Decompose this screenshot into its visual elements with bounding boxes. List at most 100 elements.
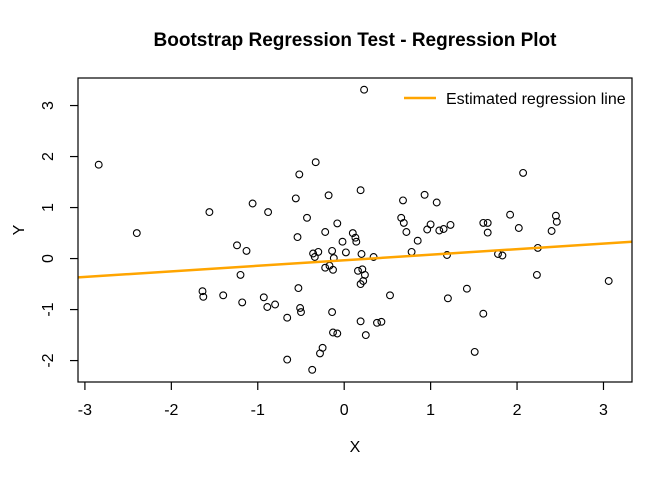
- data-point: [479, 309, 488, 318]
- data-point: [361, 331, 370, 340]
- data-point: [238, 298, 247, 307]
- data-point: [356, 317, 365, 326]
- y-axis-tick-label: 3: [40, 101, 57, 110]
- data-point: [479, 218, 488, 227]
- data-point: [399, 218, 408, 227]
- y-axis-tick-label: -2: [40, 353, 57, 367]
- data-point: [439, 225, 448, 233]
- data-point: [386, 291, 394, 300]
- y-axis-label: Y: [11, 224, 28, 235]
- data-point: [321, 263, 330, 272]
- data-point: [295, 170, 304, 179]
- data-point: [360, 85, 369, 94]
- data-point: [551, 211, 560, 220]
- data-point: [328, 308, 337, 317]
- x-axis-tick-label: 3: [599, 402, 608, 419]
- data-point: [132, 229, 141, 238]
- data-point: [359, 277, 368, 285]
- data-point: [316, 349, 324, 358]
- data-point: [263, 303, 272, 311]
- x-axis-tick-label: -1: [251, 402, 265, 419]
- data-point: [264, 208, 273, 217]
- data-point: [514, 224, 523, 232]
- data-point: [341, 248, 350, 257]
- data-point: [219, 291, 228, 300]
- data-point: [443, 294, 452, 303]
- data-point: [296, 304, 305, 312]
- data-point: [333, 219, 342, 228]
- data-point: [352, 237, 361, 246]
- x-axis-tick-label: 2: [513, 402, 522, 419]
- y-axis-tick-label: 1: [40, 203, 57, 212]
- data-point: [377, 317, 386, 326]
- legend: Estimated regression line: [404, 91, 626, 108]
- data-point: [328, 246, 337, 255]
- data-point: [402, 228, 411, 236]
- data-point: [236, 270, 245, 279]
- data-point: [297, 308, 305, 317]
- data-point: [308, 365, 317, 374]
- data-point: [435, 226, 444, 235]
- data-point: [329, 265, 337, 274]
- data-point: [294, 284, 303, 293]
- legend-label: Estimated regression line: [446, 91, 626, 108]
- data-point: [506, 210, 515, 219]
- x-axis-tick-label: -3: [78, 402, 92, 419]
- data-point: [199, 292, 208, 301]
- x-axis-tick-label: 1: [426, 402, 435, 419]
- data-point: [291, 194, 300, 203]
- data-point: [426, 220, 435, 229]
- data-point: [483, 228, 492, 237]
- data-point: [242, 246, 251, 255]
- data-point: [321, 228, 330, 236]
- data-point: [498, 251, 507, 260]
- plot-box: [77, 77, 633, 383]
- data-point: [462, 284, 471, 293]
- x-axis-tick-label: -2: [164, 402, 178, 419]
- data-point: [413, 236, 422, 245]
- estimated-regression-line: [77, 240, 633, 279]
- x-axis-label: X: [350, 439, 361, 456]
- x-axis-tick-label: 0: [340, 402, 349, 419]
- data-point: [94, 160, 103, 169]
- data-point: [547, 227, 556, 235]
- data-point: [483, 218, 492, 227]
- data-point: [271, 300, 280, 309]
- data-point: [446, 220, 455, 229]
- data-point: [324, 191, 333, 200]
- plot-generated-layer: -3 -2 -1 0 1 2 3 -2 -1 0 1 2 3: [40, 85, 633, 419]
- data-point: [373, 318, 381, 327]
- data-point: [205, 208, 214, 217]
- data-point: [283, 313, 292, 322]
- data-point: [351, 233, 360, 242]
- data-point: [399, 196, 407, 205]
- data-point: [552, 217, 561, 226]
- data-point: [532, 270, 541, 279]
- data-point: [356, 186, 365, 195]
- data-point: [310, 253, 319, 261]
- data-point: [354, 266, 362, 275]
- chart-title: Bootstrap Regression Test - Regression P…: [154, 30, 558, 51]
- data-point: [420, 190, 429, 199]
- data-point: [348, 229, 357, 238]
- data-point: [233, 241, 241, 250]
- data-point: [293, 233, 302, 242]
- data-point: [432, 198, 441, 207]
- data-point: [519, 168, 528, 177]
- data-point: [248, 199, 257, 208]
- y-axis-tick-label: 2: [40, 152, 57, 161]
- y-axis-tick-label: -1: [40, 302, 57, 316]
- data-point: [259, 293, 268, 302]
- data-point: [333, 329, 342, 338]
- data-point: [407, 247, 416, 256]
- data-point: [311, 158, 320, 167]
- data-point: [329, 328, 337, 337]
- data-point: [198, 287, 207, 296]
- data-point: [357, 250, 366, 258]
- data-point: [303, 213, 311, 222]
- y-axis-tick-label: 0: [40, 254, 57, 263]
- data-point: [470, 347, 479, 356]
- data-point: [338, 237, 347, 246]
